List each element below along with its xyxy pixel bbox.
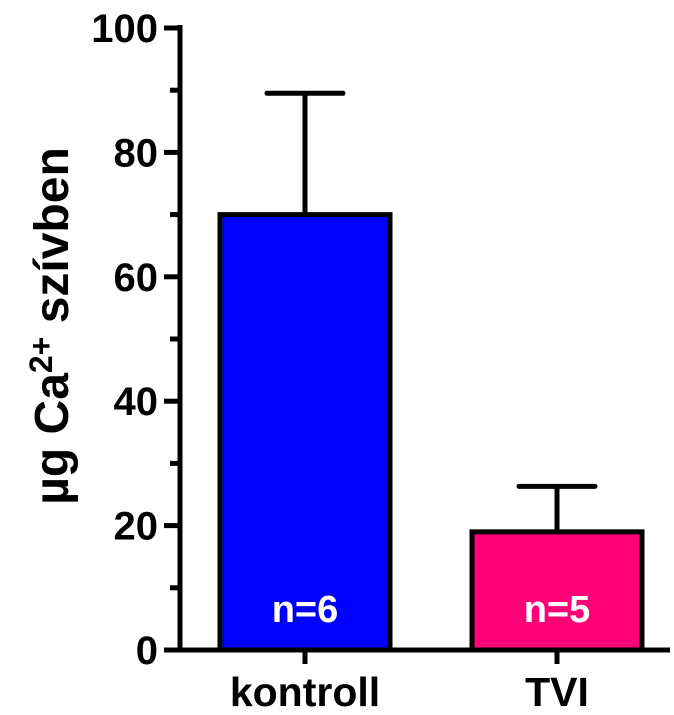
y-tick-label-80: 80 xyxy=(114,131,159,175)
bars xyxy=(217,212,645,653)
y-tick-label-0: 0 xyxy=(136,629,158,673)
sample-size-label-TVI: n=5 xyxy=(524,589,591,631)
y-tick-label-100: 100 xyxy=(91,7,158,51)
x-category-label-TVI: TVI xyxy=(525,669,589,715)
y-axis-title: µg Ca2+ szívben xyxy=(23,147,79,505)
x-category-labels: kontroll TVI xyxy=(230,669,589,715)
y-tick-label-40: 40 xyxy=(114,380,159,424)
y-tick-label-20: 20 xyxy=(114,505,159,549)
y-axis-title-suffix: szívben xyxy=(26,147,79,336)
y-tick-labels: 0 20 40 60 80 100 xyxy=(91,7,158,673)
y-axis-title-superscript: 2+ xyxy=(23,337,59,373)
bar-TVI xyxy=(469,529,645,653)
y-tick-label-60: 60 xyxy=(114,256,159,300)
bar-kontroll xyxy=(217,212,393,653)
x-category-label-kontroll: kontroll xyxy=(230,669,380,715)
sample-size-labels: n=6 n=5 xyxy=(272,589,591,631)
y-axis-title-prefix: µg Ca xyxy=(26,373,79,505)
sample-size-label-kontroll: n=6 xyxy=(272,589,339,631)
error-bars xyxy=(264,90,598,532)
